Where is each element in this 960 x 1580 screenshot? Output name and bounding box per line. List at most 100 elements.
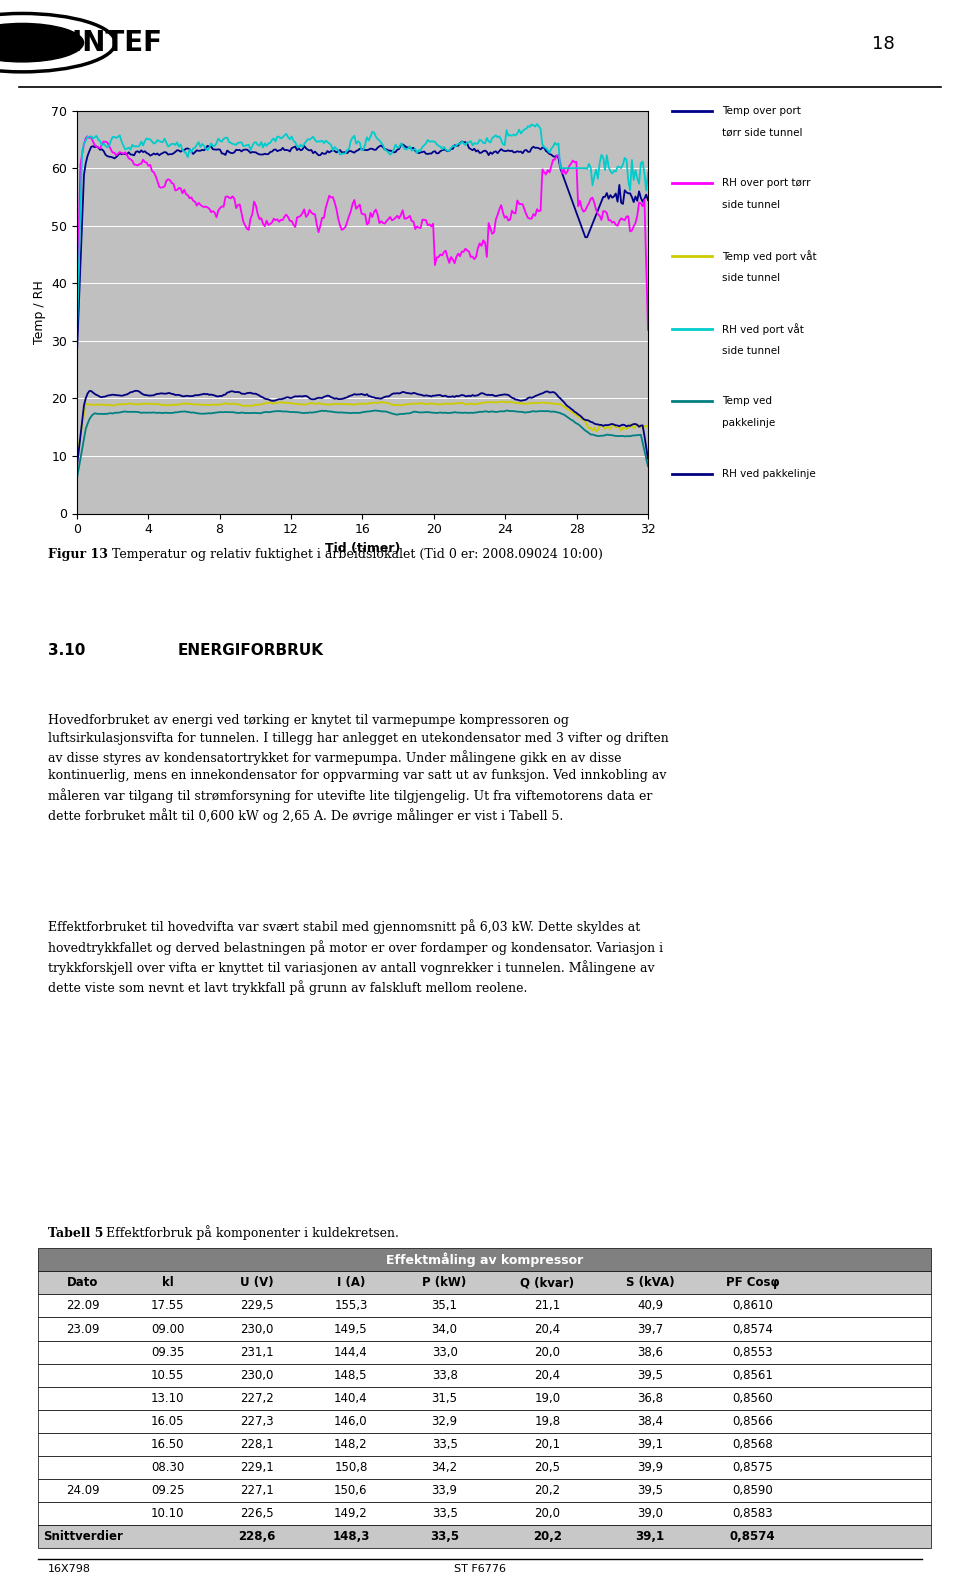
Text: side tunnel: side tunnel <box>722 346 780 356</box>
Text: 09.35: 09.35 <box>151 1346 184 1359</box>
Bar <box>38 1340 931 1364</box>
Text: 17.55: 17.55 <box>151 1299 184 1313</box>
Text: Snittverdier: Snittverdier <box>43 1531 123 1544</box>
Circle shape <box>0 24 84 62</box>
Text: Temp ved: Temp ved <box>722 397 772 406</box>
Bar <box>38 1318 931 1340</box>
Text: 0,8553: 0,8553 <box>732 1346 773 1359</box>
Text: side tunnel: side tunnel <box>722 273 780 283</box>
X-axis label: Tid (timer): Tid (timer) <box>324 542 400 555</box>
Text: 31,5: 31,5 <box>432 1392 458 1405</box>
Text: RH ved port våt: RH ved port våt <box>722 322 804 335</box>
Text: 10.10: 10.10 <box>151 1507 184 1520</box>
Text: Dato: Dato <box>67 1277 99 1289</box>
Text: 23.09: 23.09 <box>66 1322 100 1335</box>
Text: 20,4: 20,4 <box>534 1368 561 1381</box>
Text: 39,5: 39,5 <box>637 1368 663 1381</box>
Text: 18: 18 <box>872 35 895 52</box>
Text: 148,5: 148,5 <box>334 1368 368 1381</box>
Text: 16.05: 16.05 <box>151 1416 184 1428</box>
Text: 08.30: 08.30 <box>152 1462 184 1474</box>
Text: ENERGIFORBRUK: ENERGIFORBRUK <box>178 643 324 657</box>
Bar <box>38 1364 931 1387</box>
Text: 227,3: 227,3 <box>240 1416 274 1428</box>
Text: kl: kl <box>162 1277 174 1289</box>
Text: 09.00: 09.00 <box>151 1322 184 1335</box>
Text: 39,0: 39,0 <box>637 1507 663 1520</box>
Bar <box>38 1503 931 1525</box>
Text: 140,4: 140,4 <box>334 1392 368 1405</box>
Bar <box>38 1387 931 1409</box>
Text: Figur 13: Figur 13 <box>48 548 108 561</box>
Text: 0,8575: 0,8575 <box>732 1462 773 1474</box>
Bar <box>38 1479 931 1503</box>
Text: 40,9: 40,9 <box>636 1299 663 1313</box>
Text: U (V): U (V) <box>240 1277 274 1289</box>
Text: RH ved pakkelinje: RH ved pakkelinje <box>722 469 816 479</box>
Text: 33,5: 33,5 <box>430 1531 459 1544</box>
Text: 3.10: 3.10 <box>48 643 85 657</box>
Text: 36,8: 36,8 <box>637 1392 663 1405</box>
Text: 231,1: 231,1 <box>240 1346 274 1359</box>
Text: 0,8610: 0,8610 <box>732 1299 773 1313</box>
Text: 228,6: 228,6 <box>238 1531 276 1544</box>
Text: Temp over port: Temp over port <box>722 106 801 115</box>
Text: 19,0: 19,0 <box>534 1392 561 1405</box>
Text: 144,4: 144,4 <box>334 1346 368 1359</box>
Text: Effektmåling av kompressor: Effektmåling av kompressor <box>386 1253 584 1267</box>
Text: 149,5: 149,5 <box>334 1322 368 1335</box>
Text: Temp ved port våt: Temp ved port våt <box>722 250 817 262</box>
Text: 16X798: 16X798 <box>48 1564 91 1574</box>
Bar <box>38 1294 931 1318</box>
Text: 38,6: 38,6 <box>637 1346 663 1359</box>
Text: 38,4: 38,4 <box>637 1416 663 1428</box>
Text: Hovedforbruket av energi ved tørking er knytet til varmepumpe kompressoren og
lu: Hovedforbruket av energi ved tørking er … <box>48 714 669 823</box>
Text: 155,3: 155,3 <box>334 1299 368 1313</box>
Text: 146,0: 146,0 <box>334 1416 368 1428</box>
Text: 20,4: 20,4 <box>534 1322 561 1335</box>
Text: tørr side tunnel: tørr side tunnel <box>722 128 803 137</box>
Text: Q (kvar): Q (kvar) <box>520 1277 574 1289</box>
Text: 148,3: 148,3 <box>332 1531 370 1544</box>
Text: 20,2: 20,2 <box>534 1484 561 1498</box>
Text: 33,5: 33,5 <box>432 1507 458 1520</box>
Text: 33,0: 33,0 <box>432 1346 458 1359</box>
Text: ST F6776: ST F6776 <box>454 1564 506 1574</box>
Text: 226,5: 226,5 <box>240 1507 274 1520</box>
Text: RH over port tørr: RH over port tørr <box>722 179 810 188</box>
Text: 39,7: 39,7 <box>636 1322 663 1335</box>
Bar <box>38 1457 931 1479</box>
Text: 39,1: 39,1 <box>636 1438 663 1450</box>
Text: 33,9: 33,9 <box>432 1484 458 1498</box>
Text: 229,5: 229,5 <box>240 1299 274 1313</box>
Text: I (A): I (A) <box>337 1277 365 1289</box>
Text: 33,5: 33,5 <box>432 1438 458 1450</box>
Bar <box>38 1272 931 1294</box>
Text: 150,8: 150,8 <box>334 1462 368 1474</box>
Text: 20,0: 20,0 <box>535 1507 561 1520</box>
Y-axis label: Temp / RH: Temp / RH <box>33 280 45 344</box>
Text: 150,6: 150,6 <box>334 1484 368 1498</box>
Text: 229,1: 229,1 <box>240 1462 274 1474</box>
Text: 32,9: 32,9 <box>432 1416 458 1428</box>
Text: P (kW): P (kW) <box>422 1277 467 1289</box>
Text: 0,8583: 0,8583 <box>732 1507 773 1520</box>
Text: 10.55: 10.55 <box>151 1368 184 1381</box>
Text: 0,8560: 0,8560 <box>732 1392 773 1405</box>
Text: 21,1: 21,1 <box>534 1299 561 1313</box>
Text: 227,1: 227,1 <box>240 1484 274 1498</box>
Text: Temperatur og relativ fuktighet i arbeidslokalet (Tid 0 er: 2008.09024 10:00): Temperatur og relativ fuktighet i arbeid… <box>104 548 603 561</box>
Bar <box>38 1433 931 1457</box>
Text: S (kVA): S (kVA) <box>626 1277 674 1289</box>
Text: Effektforbruk på komponenter i kuldekretsen.: Effektforbruk på komponenter i kuldekret… <box>98 1226 398 1240</box>
Text: pakkelinje: pakkelinje <box>722 419 775 428</box>
Text: 230,0: 230,0 <box>240 1368 274 1381</box>
Text: 20,5: 20,5 <box>535 1462 561 1474</box>
Bar <box>38 1525 931 1548</box>
Text: 228,1: 228,1 <box>240 1438 274 1450</box>
Text: 39,5: 39,5 <box>637 1484 663 1498</box>
Text: PF Cosφ: PF Cosφ <box>726 1277 780 1289</box>
Text: 230,0: 230,0 <box>240 1322 274 1335</box>
Text: 0,8590: 0,8590 <box>732 1484 773 1498</box>
Bar <box>38 1409 931 1433</box>
